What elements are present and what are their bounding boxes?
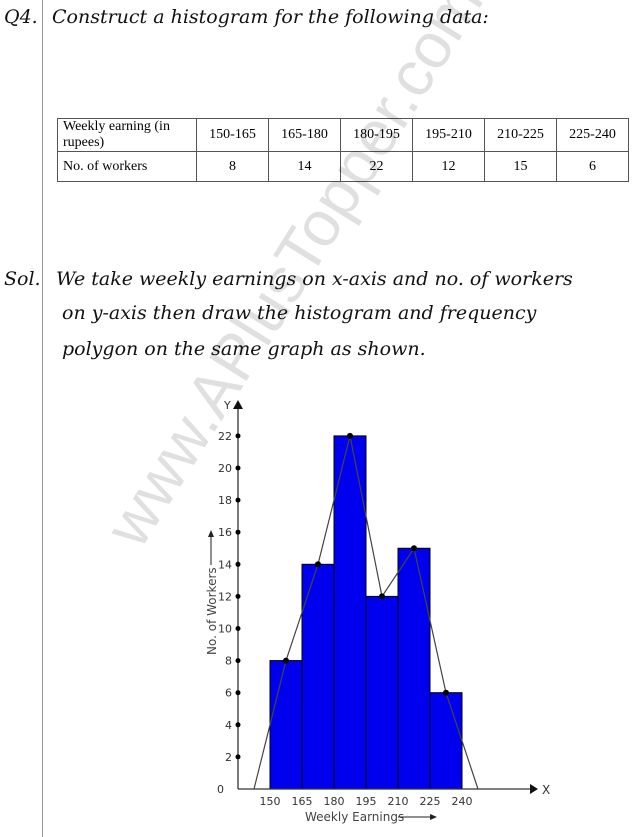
y-tick-label: 14 <box>218 558 232 571</box>
histogram-bar <box>269 660 303 790</box>
table-cell: 210-225 <box>484 118 557 152</box>
table-cell: 14 <box>268 151 341 182</box>
margin-line <box>42 0 43 837</box>
x-axis-arrow-icon <box>530 784 538 794</box>
y-tick-label: 8 <box>225 655 232 668</box>
y-tick-dot <box>235 626 241 631</box>
x-title-arrow-icon <box>430 814 437 820</box>
polygon-point <box>379 593 385 600</box>
y-tick-dot <box>235 754 241 760</box>
histogram-bar <box>301 563 335 790</box>
table-cell: 22 <box>340 151 413 182</box>
y-tick-dot <box>235 690 241 696</box>
question-text: Construct a histogram for the following … <box>52 6 489 28</box>
table-row: Weekly earning (in rupees) 150-165 165-1… <box>57 118 629 152</box>
polygon-point <box>443 689 449 696</box>
y-tick-dot <box>235 658 241 664</box>
y-tick-dot <box>235 722 241 728</box>
x-tick-label: 165 <box>292 795 313 808</box>
table-cell: 6 <box>556 151 629 182</box>
y-tick-dot <box>235 593 241 599</box>
y-axis-title: No. of Workers <box>205 567 219 655</box>
y-tick-dot <box>235 497 241 503</box>
y-tick-label: 12 <box>218 590 232 603</box>
table-cell: 8 <box>196 151 269 182</box>
solution-label: Sol. <box>4 268 41 290</box>
table-row: No. of workers 8 14 22 12 15 6 <box>57 151 629 182</box>
y-tick-dot <box>235 561 241 567</box>
x-tick-label: 240 <box>452 795 473 808</box>
x-axis-title: Weekly Earnings <box>305 810 404 824</box>
x-tick-label: 150 <box>260 795 281 808</box>
table-row-label: No. of workers <box>57 151 197 182</box>
polygon-point <box>347 432 353 439</box>
solution-line: polygon on the same graph as shown. <box>62 338 426 360</box>
y-tick-dot <box>235 529 241 535</box>
y-title-arrow-icon <box>208 530 214 537</box>
y-axis-arrow-icon <box>233 400 243 409</box>
table-cell: 150-165 <box>196 118 269 152</box>
data-table: Weekly earning (in rupees) 150-165 165-1… <box>57 118 629 182</box>
polygon-point <box>315 561 321 568</box>
table-cell: 180-195 <box>340 118 413 152</box>
x-axis-letter: X <box>542 783 550 797</box>
y-tick-label: 16 <box>218 526 232 539</box>
table-cell: 225-240 <box>556 118 629 152</box>
y-tick-dot <box>235 433 241 439</box>
x-tick-label: 195 <box>356 795 377 808</box>
table-cell: 15 <box>484 151 557 182</box>
y-tick-label: 22 <box>218 430 232 443</box>
solution-line: We take weekly earnings on x-axis and no… <box>56 268 573 290</box>
x-tick-label: 180 <box>324 795 345 808</box>
y-tick-label: 0 <box>217 783 224 796</box>
histogram-bar <box>333 435 367 790</box>
y-tick-label: 6 <box>225 687 232 700</box>
x-tick-label: 210 <box>388 795 409 808</box>
frequency-polygon <box>253 435 479 790</box>
polygon-point <box>411 545 417 552</box>
y-tick-dot <box>235 465 241 471</box>
histogram-bar <box>365 595 399 790</box>
histogram-bar <box>429 692 463 790</box>
y-tick-label: 2 <box>225 751 232 764</box>
histogram-bar <box>397 547 431 790</box>
y-axis-letter: Y <box>223 399 231 412</box>
x-tick-label: 225 <box>420 795 441 808</box>
question-number: Q4. <box>4 6 38 28</box>
solution-line: on y-axis then draw the histogram and fr… <box>62 302 537 324</box>
y-tick-label: 10 <box>218 623 232 636</box>
y-tick-label: 18 <box>218 494 232 507</box>
polygon-point <box>283 657 289 664</box>
table-cell: 12 <box>412 151 485 182</box>
y-tick-label: 4 <box>225 719 232 732</box>
y-tick-label: 20 <box>218 462 232 475</box>
